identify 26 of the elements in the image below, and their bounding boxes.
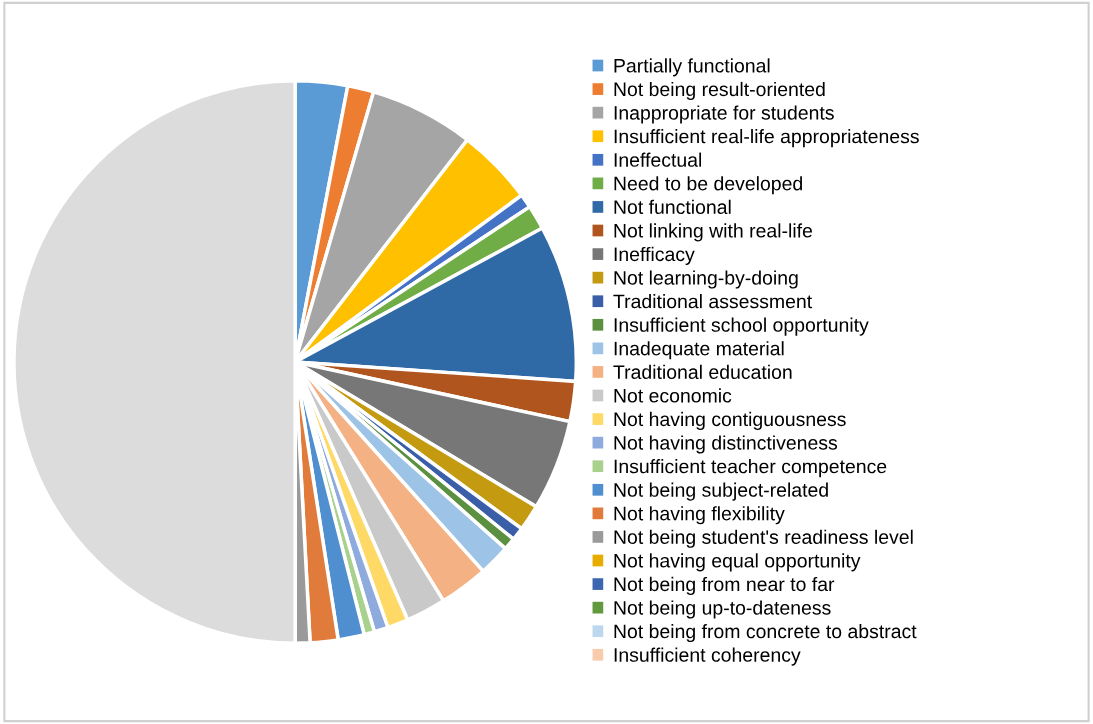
legend-label: Insufficient coherency <box>614 647 801 666</box>
legend-label: Inefficacy <box>614 246 695 265</box>
legend-label: Not linking with real-life <box>614 223 813 242</box>
legend-label: Not being up-to-dateness <box>614 600 831 619</box>
legend-label: Insufficient real-life appropriateness <box>614 129 919 148</box>
legend-label: Traditional assessment <box>613 294 813 309</box>
legend-label: Not being subject-related <box>614 482 828 501</box>
legend-label: Not being student's readiness level <box>614 529 913 548</box>
legend-label: Not being from concrete to abstract <box>614 624 917 643</box>
legend-label: Not being result-oriented <box>614 81 825 100</box>
legend-label: Need to be developed <box>614 176 802 195</box>
legend-label: Insufficient school opportunity <box>614 317 869 336</box>
legend-label: Not having flexibility <box>614 506 785 525</box>
legend-label: Insufficient teacher competence <box>614 459 887 478</box>
legend-label: Not functional <box>614 199 731 215</box>
legend-label: Ineffectual <box>614 152 702 167</box>
legend-label: Inadequate material <box>614 341 784 360</box>
legend-label: Not learning-by-doing <box>614 270 798 289</box>
legend-label: Not having contiguousness <box>614 411 846 430</box>
legend-label: Inappropriate for students <box>614 105 834 124</box>
legend-label: Not having equal opportunity <box>614 553 861 572</box>
legend-label: Not being from near to far <box>614 576 835 595</box>
legend-label: Not having distinctiveness <box>614 435 838 454</box>
legend-label: Not economic <box>614 388 732 403</box>
legend-label: Partially functional <box>614 58 770 77</box>
legend-label: Traditional education <box>613 364 792 379</box>
